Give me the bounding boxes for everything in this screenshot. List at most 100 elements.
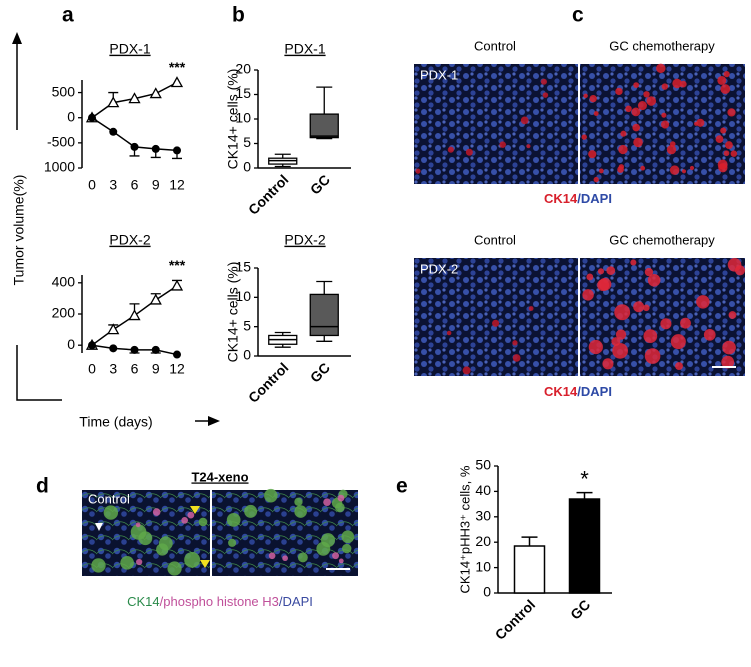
legend-item: CK14	[544, 384, 578, 399]
stained-cell	[184, 551, 201, 568]
y-tick-label: 0	[67, 336, 75, 352]
marker	[107, 96, 120, 108]
stained-cell	[593, 176, 599, 183]
stained-cell	[268, 552, 276, 560]
stained-cell	[152, 508, 161, 516]
stained-cell	[640, 165, 646, 171]
stained-cell	[103, 505, 119, 520]
stained-cell	[136, 558, 143, 566]
panel-letter: a	[62, 4, 74, 27]
y-tick-label: 1000	[44, 159, 75, 175]
stained-cell	[597, 279, 610, 292]
stained-cell	[681, 169, 687, 174]
stained-cell	[582, 289, 594, 301]
stained-cell	[715, 135, 724, 144]
stained-cell	[540, 78, 547, 85]
marker	[109, 344, 118, 353]
micrograph	[414, 64, 578, 184]
marker	[128, 92, 141, 104]
stained-cell	[181, 516, 189, 524]
stained-cell	[91, 558, 106, 573]
micrograph	[414, 258, 578, 376]
stained-cell	[415, 168, 421, 174]
x-tick-label: 12	[169, 177, 185, 193]
column-header: GC chemotherapy	[609, 38, 715, 53]
annotation: *	[580, 466, 589, 491]
chart-title: PDX-1	[109, 41, 150, 57]
stained-cell	[728, 311, 737, 319]
stained-cell	[589, 94, 597, 103]
panel-letter: b	[232, 4, 245, 27]
stained-cell	[722, 340, 736, 355]
arrow-head	[208, 416, 220, 426]
stained-cell	[620, 130, 627, 137]
stained-cell	[593, 111, 599, 117]
stained-cell	[542, 92, 549, 98]
stained-cell	[446, 330, 452, 336]
marker	[170, 279, 184, 291]
stained-cell	[581, 134, 587, 140]
y-axis-label: CK14+ cells (%)	[225, 262, 241, 363]
panel-title: T24-xeno	[191, 469, 248, 484]
stained-cell	[465, 148, 473, 156]
x-tick-label: GC	[567, 596, 593, 622]
stained-cell	[492, 319, 500, 327]
x-tick-label: GC	[307, 359, 333, 385]
stained-cell	[660, 318, 672, 330]
stained-cell	[323, 498, 331, 507]
stained-cell	[588, 150, 597, 159]
stained-cell	[244, 504, 258, 518]
marker	[130, 142, 139, 151]
y-tick-label: 20	[475, 533, 491, 549]
stained-cell	[316, 541, 331, 556]
x-tick-label: 9	[152, 177, 160, 193]
stained-cell	[167, 561, 182, 576]
stained-cell	[696, 295, 710, 309]
stained-cell	[588, 339, 603, 355]
column-header: Control	[474, 38, 516, 53]
stained-cell	[633, 301, 645, 313]
stained-cell	[264, 488, 278, 503]
x-tick-label: 12	[169, 361, 185, 377]
stained-cell	[342, 543, 352, 554]
x-tick-label: GC	[307, 171, 333, 197]
stained-cell	[730, 150, 738, 157]
y-tick-label: 5	[243, 134, 251, 150]
stained-cell	[727, 108, 736, 117]
error-bar	[576, 491, 593, 500]
stained-cell	[717, 159, 728, 170]
y-axis-label: Tumor volume(%)	[11, 175, 27, 286]
stained-cell	[670, 334, 686, 350]
stained-cell	[526, 144, 531, 149]
marker	[109, 127, 118, 136]
micrograph-row	[414, 257, 746, 376]
stained-cell	[528, 306, 534, 311]
legend-item: CK14	[127, 594, 160, 609]
x-axis-label: Time (days)	[79, 414, 152, 430]
stained-cell	[135, 522, 141, 528]
micrograph-row	[82, 488, 358, 576]
stained-cell	[661, 83, 669, 90]
box	[309, 293, 339, 337]
arrowhead	[200, 560, 210, 568]
row-label: PDX-2	[420, 261, 458, 276]
stained-cell	[338, 558, 344, 564]
y-tick-label: 50	[475, 457, 491, 473]
marker	[151, 144, 160, 153]
y-tick-label: 500	[52, 83, 76, 99]
chart-title: PDX-2	[109, 232, 150, 248]
x-tick-label: 6	[131, 177, 139, 193]
marker	[149, 87, 162, 99]
stained-cell	[646, 96, 657, 106]
y-tick-label: -500	[47, 134, 75, 150]
stained-cell	[618, 164, 625, 170]
stained-cell	[725, 141, 733, 150]
row-label: PDX-1	[420, 67, 458, 82]
stained-cell	[633, 82, 640, 88]
annotation: ***	[169, 257, 186, 273]
y-tick-label: 40	[475, 482, 491, 498]
stained-cell	[721, 355, 735, 369]
stained-cell	[723, 150, 730, 157]
chart-title: PDX-1	[284, 41, 325, 57]
annotation: ***	[169, 59, 186, 75]
